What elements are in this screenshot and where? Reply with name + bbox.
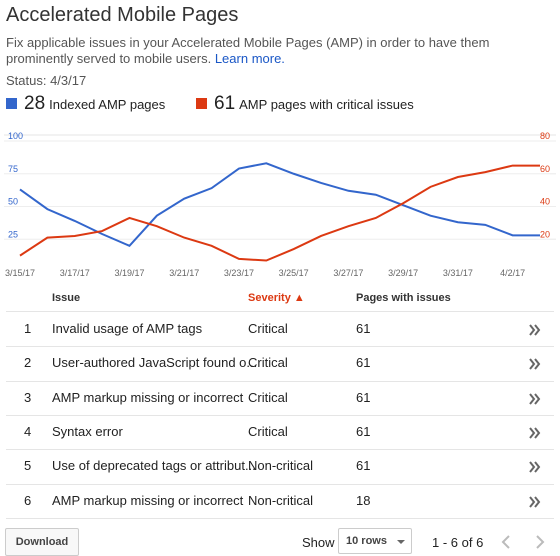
x-tick-label: 3/17/17 <box>60 268 90 278</box>
row-details[interactable] <box>528 496 542 508</box>
table-cell: AMP markup missing or incorrect <box>52 492 244 508</box>
learn-more-link[interactable]: Learn more. <box>214 51 285 66</box>
row-number: 4 <box>24 424 32 440</box>
table-cell: 61 <box>356 355 371 371</box>
x-tick-label: 3/25/17 <box>279 268 309 278</box>
row-details[interactable] <box>528 324 542 336</box>
table-cell: Invalid usage of AMP tags <box>52 321 203 337</box>
description: Fix applicable issues in your Accelerate… <box>6 35 546 67</box>
pagination-label: 1 - 6 of 6 <box>432 535 484 550</box>
series-line <box>19 162 540 248</box>
chevron <box>534 393 541 405</box>
show-label: Show <box>302 535 335 550</box>
row-number: 3 <box>24 389 32 405</box>
chevron <box>529 461 536 473</box>
chevron <box>534 496 541 508</box>
table-cell: 61 <box>356 389 371 405</box>
table-cell: Critical <box>248 424 288 440</box>
x-tick-label: 3/29/17 <box>388 268 418 278</box>
pagination-arrows <box>501 535 545 549</box>
rows-select[interactable]: 10 rows <box>338 528 412 554</box>
y2-tick-label: 20 <box>540 229 550 239</box>
row-details[interactable] <box>528 461 542 473</box>
chevron <box>529 427 536 439</box>
prev-page[interactable] <box>501 535 510 549</box>
row-divider <box>6 346 554 347</box>
y2-tick-label: 60 <box>540 164 550 174</box>
chevron <box>534 358 541 371</box>
row-divider <box>6 415 554 416</box>
chevron <box>534 461 541 473</box>
column-header[interactable]: Issue <box>52 292 81 304</box>
legend-count: 28 <box>24 93 46 114</box>
table-cell: 61 <box>356 321 371 337</box>
table-cell: 61 <box>356 458 371 474</box>
chevron <box>529 324 536 336</box>
y-tick-label: 75 <box>8 164 18 174</box>
legend-count: 61 <box>214 93 236 114</box>
table-cell: Non-critical <box>248 458 314 474</box>
row-number: 1 <box>24 321 32 337</box>
chevron <box>529 496 536 508</box>
legend-label: Indexed AMP pages <box>49 97 166 112</box>
chevron <box>534 324 541 336</box>
table-cell: User-authored JavaScript found o... <box>52 355 258 371</box>
row-details[interactable] <box>528 358 542 371</box>
row-divider <box>6 381 554 382</box>
y2-tick-label: 80 <box>540 131 550 141</box>
chart: 25 50 75 100 20 40 60 80 3/15/17 3/17/17 3/19/17 3/… <box>4 131 556 278</box>
row-number: 2 <box>24 355 32 371</box>
table-cell: Syntax error <box>52 424 123 440</box>
x-tick-label: 3/27/17 <box>333 268 363 278</box>
row-number: 5 <box>24 458 32 474</box>
download-button[interactable]: Download <box>5 528 79 556</box>
row-divider <box>6 518 554 519</box>
table-cell: Critical <box>248 389 288 405</box>
row-details[interactable] <box>528 393 542 405</box>
legend-item[interactable]: 61 AMP pages with critical issues <box>196 93 414 115</box>
header-divider <box>6 311 554 312</box>
legend-label: AMP pages with critical issues <box>239 97 414 112</box>
row-number: 6 <box>24 492 32 508</box>
series-line <box>19 164 540 262</box>
legend-swatch <box>196 98 207 109</box>
row-divider <box>6 449 554 450</box>
x-tick-label: 3/31/17 <box>443 268 473 278</box>
y-tick-label: 25 <box>8 229 18 239</box>
y-tick-label: 100 <box>8 131 23 141</box>
table-cell: AMP markup missing or incorrect <box>52 389 244 405</box>
row-divider <box>6 484 554 485</box>
page-title: Accelerated Mobile Pages <box>6 4 239 26</box>
next-page[interactable] <box>536 535 545 549</box>
row-details[interactable] <box>528 427 542 439</box>
chevron <box>529 393 536 405</box>
status: Status: 4/3/17 <box>6 73 87 88</box>
description-text: Fix applicable issues in your Accelerate… <box>6 35 490 66</box>
legend-item[interactable]: 28 Indexed AMP pages <box>6 93 165 115</box>
table-cell: Non-critical <box>248 492 314 508</box>
table-cell: Use of deprecated tags or attribut... <box>52 458 256 474</box>
legend-swatch <box>6 98 17 109</box>
y-tick-label: 50 <box>8 197 18 207</box>
x-tick-label: 4/2/17 <box>500 268 525 278</box>
table-cell: Critical <box>248 355 288 371</box>
y2-tick-label: 40 <box>540 197 550 207</box>
x-tick-label: 3/23/17 <box>224 268 254 278</box>
column-header[interactable]: Pages with issues <box>356 292 451 304</box>
x-tick-label: 3/21/17 <box>169 268 199 278</box>
table-cell: Critical <box>248 321 288 337</box>
chevron <box>534 427 541 439</box>
x-tick-label: 3/19/17 <box>114 268 144 278</box>
table-cell: 18 <box>356 492 371 508</box>
column-header[interactable]: Severity ▲ <box>248 292 305 304</box>
chevron <box>529 358 536 371</box>
x-tick-label: 3/15/17 <box>5 268 35 278</box>
table-cell: 61 <box>356 424 371 440</box>
